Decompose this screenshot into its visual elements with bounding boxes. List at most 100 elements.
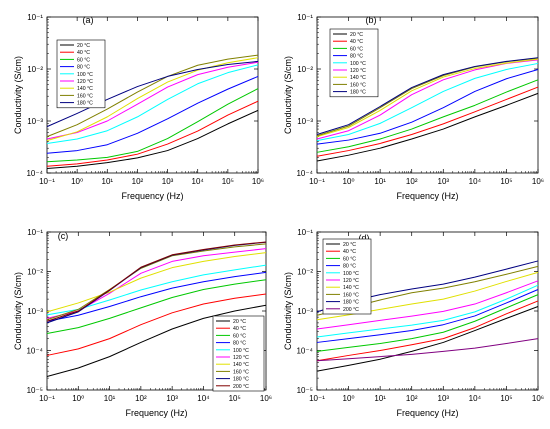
- legend-label: 60 °C: [77, 57, 90, 63]
- y-tick-label: 10⁻³: [27, 117, 43, 126]
- series-line-3: [316, 294, 539, 352]
- x-tick-label: 10³: [166, 394, 178, 403]
- series-line-5: [316, 284, 539, 338]
- legend-label: 180 °C: [233, 377, 249, 383]
- legend-label: 80 °C: [233, 341, 246, 347]
- legend-label: 100 °C: [343, 271, 359, 277]
- panel-label: (b): [366, 15, 377, 25]
- y-axis-title: Conductivity (S/cm): [13, 272, 23, 350]
- series-line-9: [316, 57, 539, 135]
- panel-label: (c): [58, 231, 69, 241]
- series-line-10: [46, 241, 267, 322]
- x-tick-label: 10⁵: [229, 394, 241, 403]
- y-tick-label: 10⁻³: [297, 117, 313, 126]
- legend-label: 120 °C: [343, 278, 359, 284]
- x-tick-label: 10⁻¹: [309, 394, 325, 403]
- legend-label: 60 °C: [343, 256, 356, 262]
- x-tick-label: 10²: [135, 394, 147, 403]
- x-tick-label: 10⁴: [192, 177, 205, 186]
- y-tick-label: 10⁻³: [27, 307, 43, 316]
- x-axis-title: Frequency (Hz): [396, 191, 458, 201]
- x-tick-label: 10²: [406, 394, 418, 403]
- legend-label: 200 °C: [343, 307, 359, 313]
- y-tick-label: 10⁻⁴: [26, 347, 43, 356]
- series-line-7: [46, 252, 267, 313]
- y-tick-label: 10⁻¹: [297, 228, 313, 237]
- x-tick-label: 10³: [162, 177, 174, 186]
- panel-label: (a): [83, 15, 94, 25]
- x-tick-label: 10⁻¹: [309, 177, 325, 186]
- legend-label: 100 °C: [350, 61, 366, 67]
- y-tick-label: 10⁻¹: [297, 13, 313, 22]
- legend-label: 160 °C: [343, 292, 359, 298]
- x-tick-label: 10¹: [374, 394, 386, 403]
- x-tick-label: 10⁴: [469, 177, 482, 186]
- series-line-9: [46, 60, 259, 128]
- plot-frame: [46, 16, 259, 174]
- legend-label: 20 °C: [343, 242, 356, 248]
- y-tick-label: 10⁻²: [297, 65, 313, 74]
- legend-label: 180 °C: [350, 90, 366, 96]
- legend-label: 20 °C: [350, 32, 363, 38]
- series-line-8: [46, 54, 259, 138]
- series-line-6: [316, 59, 539, 140]
- series-line-2: [316, 300, 539, 362]
- y-axis-title: Conductivity (S/cm): [13, 56, 23, 134]
- series-line-5: [46, 64, 259, 144]
- y-axis-title: Conductivity (S/cm): [283, 56, 293, 134]
- chart-panel-1: 10⁻¹ 10⁰ 10¹ 10² 10³ 10⁴ 10⁵ 10⁶ 10⁻⁴ 10⁻³ 10⁻² 10⁻…: [13, 13, 264, 201]
- y-tick-label: 10⁻⁵: [27, 386, 43, 395]
- chart-panel-4: 10⁻¹ 10⁰ 10¹ 10² 10³ 10⁴ 10⁵ 10⁶ 10⁻⁵ 10⁻⁴ 10⁻³ 10⁻…: [283, 228, 544, 418]
- legend-label: 120 °C: [233, 355, 249, 361]
- y-axis-title: Conductivity (S/cm): [283, 272, 293, 350]
- legend-label: 40 °C: [233, 326, 246, 332]
- series-line-4: [46, 271, 267, 322]
- series-line-2: [316, 86, 539, 157]
- legend-label: 80 °C: [350, 54, 363, 60]
- series-line-1: [316, 306, 539, 372]
- legend-label: 100 °C: [77, 72, 93, 78]
- y-tick-label: 10⁻²: [27, 65, 43, 74]
- y-tick-label: 10⁻²: [297, 268, 313, 277]
- x-tick-label: 10⁵: [222, 177, 234, 186]
- legend-label: 80 °C: [77, 65, 90, 71]
- legend-label: 200 °C: [233, 384, 249, 390]
- legend-label: 40 °C: [77, 50, 90, 56]
- y-tick-label: 10⁻¹: [27, 13, 43, 22]
- x-axis-title: Frequency (Hz): [125, 408, 187, 418]
- series-line-3: [46, 279, 267, 334]
- legend-label: 120 °C: [77, 79, 93, 85]
- series-line-7: [46, 57, 259, 142]
- series-line-2: [46, 293, 267, 356]
- x-tick-label: 10⁰: [72, 394, 84, 403]
- x-tick-label: 10⁰: [71, 177, 83, 186]
- series-line-1: [46, 109, 259, 170]
- legend-label: 160 °C: [233, 369, 249, 375]
- legend-label: 140 °C: [343, 285, 359, 291]
- legend-label: 120 °C: [350, 68, 366, 74]
- legend-label: 100 °C: [233, 348, 249, 354]
- series-line-6: [316, 280, 539, 330]
- series-line-8: [46, 243, 267, 321]
- series-line-9: [46, 241, 267, 324]
- series-line-4: [316, 68, 539, 145]
- x-tick-label: 10⁵: [500, 177, 512, 186]
- series-line-1: [46, 304, 267, 377]
- legend-label: 140 °C: [350, 75, 366, 81]
- legend-label: 180 °C: [343, 300, 359, 306]
- series-line-4: [316, 289, 539, 343]
- series-line-7: [316, 58, 539, 138]
- legend-label: 20 °C: [77, 43, 90, 49]
- x-tick-label: 10³: [438, 394, 450, 403]
- series-line-4: [46, 75, 259, 154]
- x-tick-label: 10⁻¹: [39, 394, 55, 403]
- y-tick-label: 10⁻⁴: [296, 347, 313, 356]
- legend-label: 40 °C: [350, 39, 363, 45]
- y-tick-label: 10⁻⁴: [26, 169, 43, 178]
- x-tick-label: 10⁴: [197, 394, 210, 403]
- legend-label: 60 °C: [350, 46, 363, 52]
